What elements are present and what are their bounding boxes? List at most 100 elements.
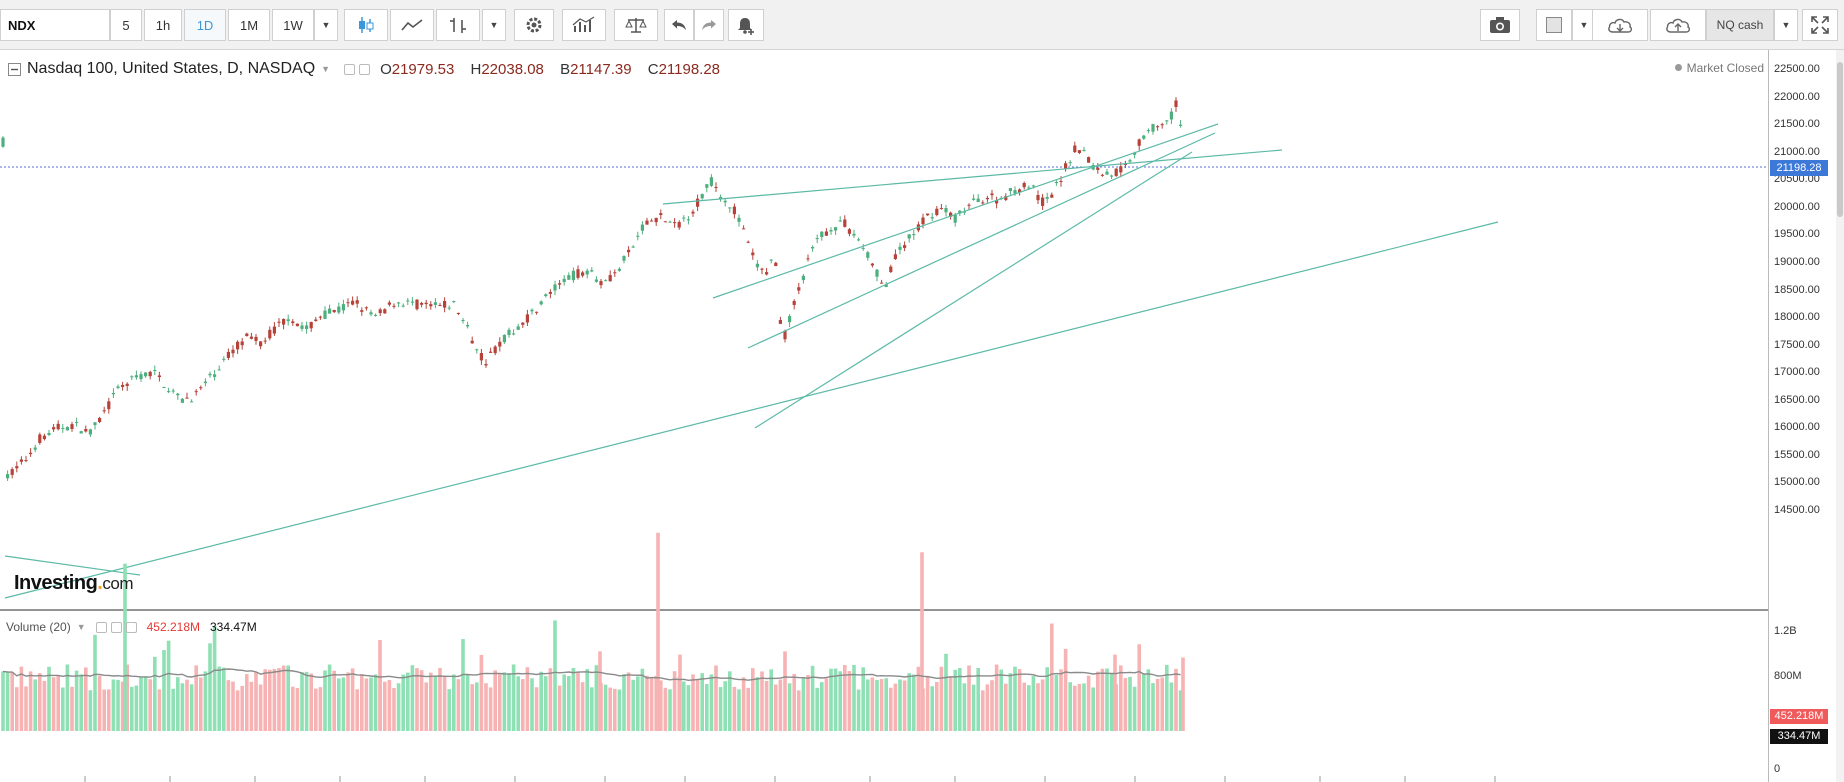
- volume-bar: [396, 683, 401, 731]
- candle-body: [213, 374, 217, 377]
- candle-body: [976, 198, 980, 203]
- collapse-icon[interactable]: [8, 62, 21, 76]
- volume-bar: [65, 664, 70, 731]
- candle-body: [148, 371, 152, 377]
- indicators-button[interactable]: [562, 9, 606, 41]
- candle-body: [318, 316, 322, 318]
- volume-bar: [337, 678, 341, 731]
- load-layout-button[interactable]: [1592, 9, 1648, 41]
- template-button[interactable]: [1536, 9, 1572, 41]
- price-axis-label: 19500.00: [1774, 228, 1820, 241]
- screenshot-button[interactable]: [1480, 9, 1520, 41]
- candle-body: [240, 341, 244, 346]
- undo-button[interactable]: [664, 9, 694, 41]
- chart-type-dropdown[interactable]: ▼: [482, 9, 506, 41]
- volume-bar: [1119, 665, 1123, 731]
- volume-bar: [176, 677, 180, 731]
- market-status: Market Closed: [1674, 61, 1764, 75]
- line-chart-button[interactable]: [390, 9, 434, 41]
- candle-body: [300, 325, 304, 329]
- candle-body: [525, 314, 529, 323]
- chevron-down-icon[interactable]: ▼: [321, 64, 331, 74]
- candle-body: [116, 386, 120, 389]
- candle-body: [1, 137, 5, 147]
- volume-bar: [728, 671, 732, 731]
- candle-body: [1105, 171, 1109, 175]
- volume-bar: [314, 688, 318, 731]
- interval-1d-button[interactable]: 1D: [184, 9, 226, 41]
- volume-bar: [971, 684, 976, 731]
- candle-body: [1059, 180, 1063, 182]
- settings-icon[interactable]: [110, 621, 122, 633]
- settings-icon[interactable]: [359, 63, 371, 75]
- bars-style-button[interactable]: [436, 9, 480, 41]
- volume-bar: [323, 670, 327, 731]
- fullscreen-button[interactable]: [1802, 9, 1838, 41]
- interval-dropdown[interactable]: ▼: [314, 9, 338, 41]
- save-layout-button[interactable]: [1650, 9, 1706, 41]
- volume-bar: [1017, 669, 1022, 731]
- volume-bar: [47, 666, 51, 731]
- candle-body: [351, 300, 355, 305]
- price-chart[interactable]: [0, 50, 1768, 782]
- candle-body: [130, 376, 134, 378]
- redo-button[interactable]: [694, 9, 724, 41]
- volume-bar: [111, 679, 116, 731]
- visibility-icon[interactable]: [95, 621, 107, 633]
- candle-body: [958, 210, 962, 214]
- candles-style-button[interactable]: [344, 9, 388, 41]
- candle-body: [581, 272, 585, 276]
- interval-1h-button[interactable]: 1h: [144, 9, 182, 41]
- volume-bar: [1109, 673, 1114, 731]
- contract-dropdown[interactable]: ▼: [1774, 9, 1798, 41]
- volume-bar: [1165, 664, 1169, 731]
- candle-body: [1114, 168, 1118, 176]
- logo-suffix: com: [102, 574, 133, 593]
- candle-body: [811, 246, 815, 249]
- chart-scrollbar-thumb[interactable]: [1837, 62, 1843, 217]
- interval-5-button[interactable]: 5: [110, 9, 142, 41]
- volume-bar: [718, 687, 723, 731]
- volume-bar: [360, 674, 364, 731]
- candle-body: [254, 336, 258, 341]
- candle-body: [972, 198, 976, 200]
- settings-button[interactable]: [514, 9, 554, 41]
- volume-bar: [304, 671, 309, 731]
- volume-bar: [530, 678, 534, 731]
- candle-body: [562, 278, 566, 283]
- candle-body: [742, 228, 746, 230]
- contract-select[interactable]: NQ cash: [1706, 9, 1774, 41]
- candle-body: [797, 287, 801, 291]
- candle-body: [98, 417, 102, 423]
- open-key: O: [380, 60, 392, 78]
- candle-body: [700, 194, 704, 199]
- candle-body: [10, 469, 14, 475]
- candle-body: [93, 422, 97, 426]
- candle-body: [456, 312, 460, 314]
- volume-bar: [678, 654, 682, 731]
- volume-bar: [645, 675, 649, 731]
- interval-1m-button[interactable]: 1M: [228, 9, 270, 41]
- candle-body: [834, 227, 838, 231]
- candle-body: [443, 300, 447, 308]
- chevron-down-icon[interactable]: ▼: [76, 622, 86, 632]
- volume-bar: [447, 689, 451, 731]
- gear-icon: [526, 17, 542, 33]
- volume-bar: [364, 678, 369, 731]
- candle-body: [360, 310, 364, 312]
- symbol-input[interactable]: [0, 9, 110, 41]
- interval-1w-button[interactable]: 1W: [272, 9, 314, 41]
- close-icon[interactable]: [125, 621, 137, 633]
- visibility-icon[interactable]: [344, 63, 356, 75]
- volume-bar: [102, 689, 106, 731]
- volume-bar: [162, 650, 166, 731]
- volume-bar: [907, 673, 911, 731]
- volume-bar: [686, 685, 691, 731]
- volume-bar: [203, 671, 208, 731]
- compare-button[interactable]: [614, 9, 658, 41]
- chart-scrollbar[interactable]: [1836, 50, 1844, 782]
- alert-button[interactable]: [728, 9, 764, 41]
- volume-bar: [79, 674, 83, 731]
- volume-bar: [1096, 671, 1100, 731]
- candle-body: [939, 208, 943, 210]
